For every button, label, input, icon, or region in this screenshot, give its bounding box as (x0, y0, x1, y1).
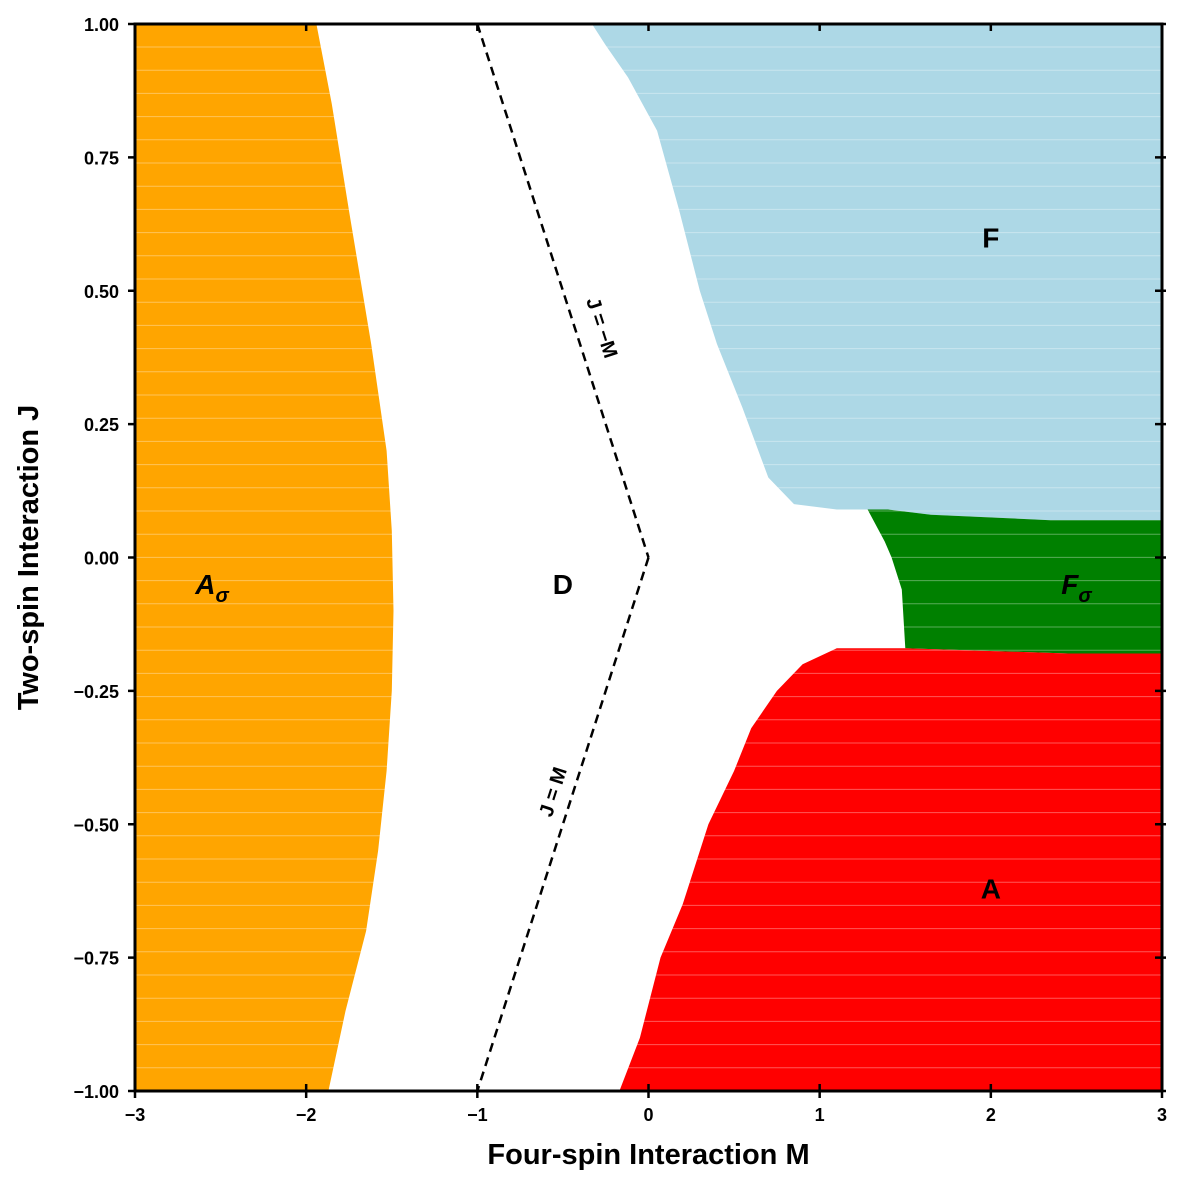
y-tick-label: 0.00 (84, 549, 119, 569)
y-tick-label: −0.25 (73, 682, 119, 702)
y-tick-label: 0.75 (84, 148, 119, 168)
region-a-area (619, 648, 1162, 1091)
y-tick-label: 0.25 (84, 415, 119, 435)
y-tick-label: −0.75 (73, 949, 119, 969)
y-tick-label: 1.00 (84, 15, 119, 35)
reference-line-j-equals-minus-m (476, 23, 650, 558)
y-tick-label: −1.00 (73, 1082, 119, 1102)
region-label-f-sigma: Fσ (1061, 569, 1092, 607)
x-tick-label: 1 (815, 1105, 825, 1125)
region-label-d: D (553, 569, 573, 600)
x-axis-title: Four-spin Interaction M (487, 1139, 809, 1171)
region-f-area (592, 24, 1162, 521)
reference-line-j-equals-m (476, 557, 650, 1092)
y-tick-label: 0.50 (84, 282, 119, 302)
region-label-f: F (982, 222, 999, 253)
axis-ticks: −3 −2 −1 0 1 2 3 −1.00 −0.75 −0.50 −0.25 0.00 0.25 0.… (73, 15, 1167, 1125)
x-tick-label: 0 (643, 1105, 653, 1125)
region-label-a: A (981, 873, 1001, 904)
y-tick-label: −0.50 (73, 815, 119, 835)
phase-regions (135, 24, 1162, 1091)
y-axis-title: Two-spin Interaction J (13, 405, 45, 711)
x-tick-label: −3 (125, 1105, 146, 1125)
x-tick-label: −1 (467, 1105, 488, 1125)
x-tick-label: −2 (296, 1105, 317, 1125)
raster-stripes (135, 46, 1162, 1069)
region-labels: Aσ F Fσ A D (194, 222, 1092, 904)
x-tick-label: 2 (986, 1105, 996, 1125)
region-a-sigma-area (135, 24, 394, 1091)
region-f-sigma-area (867, 509, 1162, 654)
x-tick-label: 3 (1157, 1105, 1167, 1125)
region-label-a-sigma: Aσ (194, 569, 229, 607)
